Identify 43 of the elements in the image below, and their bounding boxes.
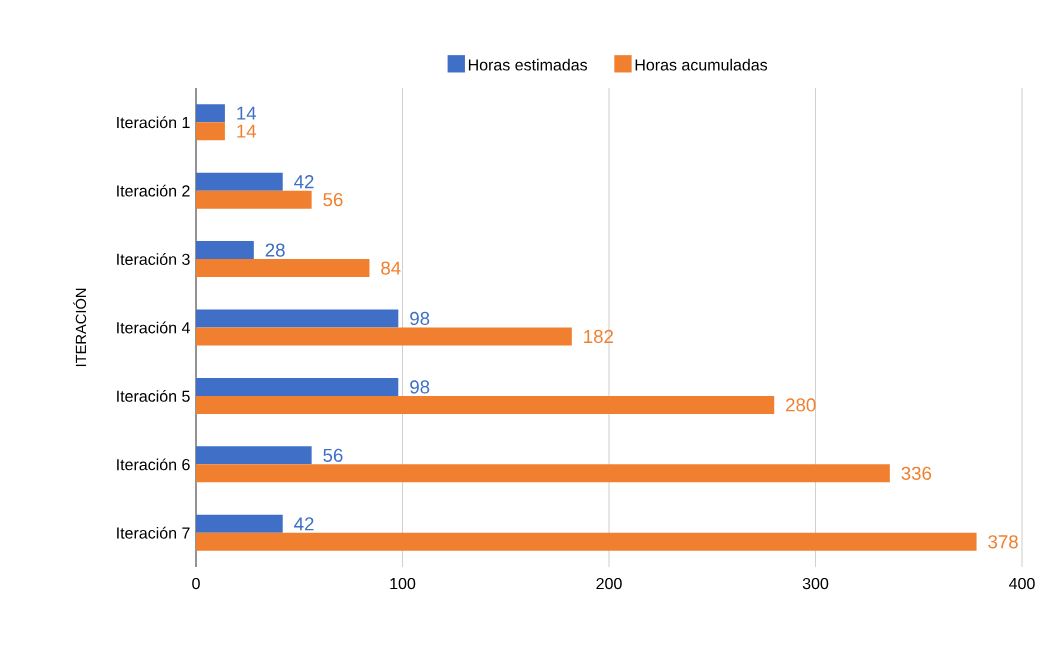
y-tick-label: Iteración 1 (117, 116, 190, 129)
y-tick-label: Iteración 6 (117, 458, 190, 471)
data-label: 280 (786, 398, 816, 412)
bar (196, 532, 977, 551)
x-tick-label: 0 (192, 577, 200, 590)
legend-label: Horas estimadas (468, 58, 588, 71)
y-tick-label: Iteración 5 (117, 389, 190, 402)
bar (196, 464, 890, 483)
data-label: 336 (901, 466, 932, 480)
bar (196, 172, 283, 191)
bar (196, 446, 312, 465)
data-label: 28 (265, 243, 285, 257)
bar (196, 309, 399, 328)
data-label: 42 (294, 175, 314, 189)
data-label: 98 (410, 311, 430, 326)
data-label: 14 (237, 124, 257, 138)
bar (196, 377, 399, 396)
data-label: 14 (237, 106, 257, 120)
y-tick-label: Iteración 2 (117, 184, 190, 197)
bar (196, 327, 572, 346)
data-label: 378 (988, 535, 1018, 549)
y-axis-title: ITERACIÓN (73, 288, 87, 367)
y-tick-label: Iteración 7 (117, 526, 190, 539)
bar (196, 104, 225, 123)
y-tick-label: Iteración 3 (117, 253, 190, 266)
x-tick-label: 200 (596, 577, 622, 590)
bar (196, 122, 225, 141)
data-label: 182 (584, 329, 613, 344)
y-tick-label: Iteración 4 (117, 321, 190, 334)
legend-label: Horas acumuladas (635, 58, 768, 71)
bar (196, 241, 254, 260)
data-label: 42 (294, 517, 314, 531)
data-label: 56 (323, 193, 343, 207)
bar (196, 259, 370, 278)
bar (196, 395, 775, 414)
x-tick-label: 100 (390, 577, 416, 590)
data-label: 98 (410, 380, 430, 394)
x-tick-label: 300 (802, 577, 829, 590)
bar (196, 190, 312, 209)
data-label: 84 (381, 261, 401, 275)
x-tick-label: 400 (1009, 577, 1035, 590)
data-label: 56 (323, 448, 343, 462)
bar (196, 514, 283, 533)
